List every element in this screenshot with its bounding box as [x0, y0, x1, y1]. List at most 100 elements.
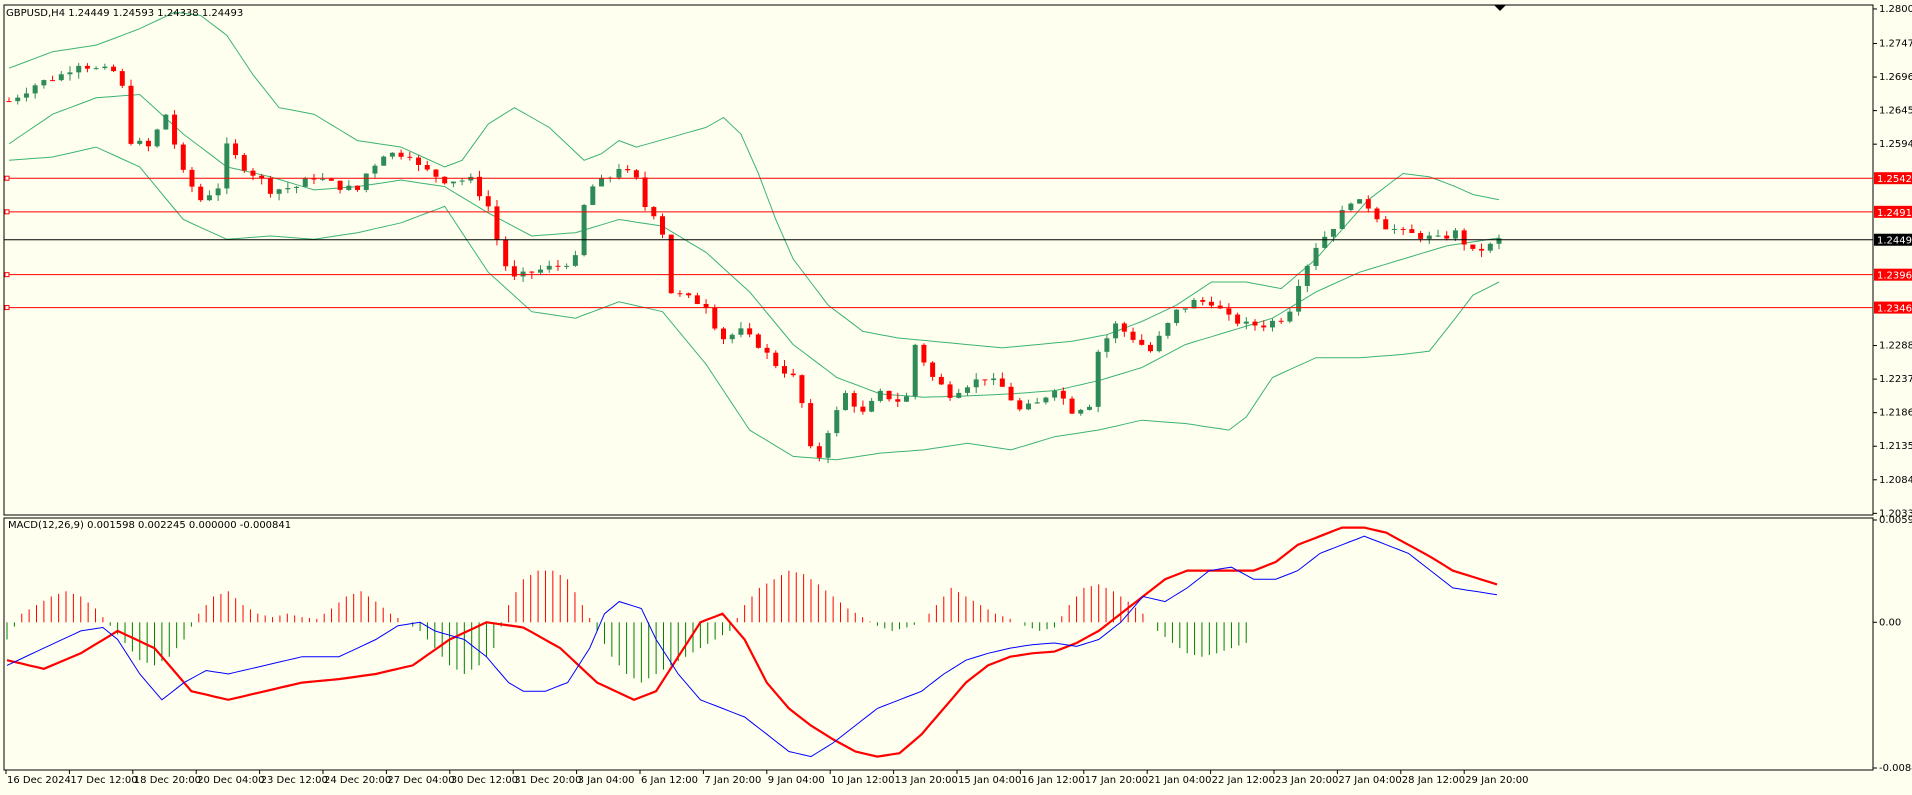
price-tick-label: 1.26455: [1879, 106, 1912, 117]
candle-body: [564, 265, 570, 267]
candle-body: [363, 173, 369, 190]
candle-body: [834, 410, 840, 434]
candle-body: [67, 72, 73, 75]
bollinger-bands: [8, 11, 1500, 461]
candle-body: [999, 378, 1005, 387]
candle-body: [285, 188, 291, 190]
candle-body: [633, 170, 639, 178]
candle-body: [1086, 406, 1092, 410]
candle-body: [816, 446, 822, 458]
candle-body: [311, 178, 317, 180]
candle-body: [1121, 323, 1127, 332]
level-label-bg: [1874, 268, 1912, 281]
candle-body: [1017, 400, 1023, 410]
candle-body: [1243, 321, 1249, 324]
bollinger-upper-line: [8, 11, 1500, 349]
time-tick-label: 9 Jan 04:00: [768, 775, 825, 786]
candle-body: [660, 216, 666, 235]
candle-body: [424, 164, 430, 170]
candle-body: [1348, 203, 1354, 211]
main-pane: [3, 4, 1874, 771]
candle-body: [320, 178, 326, 180]
candle-body: [32, 85, 38, 94]
candle-body: [1261, 325, 1267, 328]
candle-body: [1008, 386, 1014, 401]
time-tick-label: 28 Jan 12:00: [1402, 775, 1465, 786]
candle-body: [1470, 244, 1476, 249]
candle-body: [50, 80, 56, 82]
candle-body: [1269, 320, 1275, 328]
candle-body: [546, 265, 552, 270]
candle-body: [964, 387, 970, 393]
candle-body: [433, 169, 439, 177]
time-tick-label: 15 Jan 04:00: [958, 775, 1021, 786]
symbol-header: GBPUSD,H4 1.24449 1.24593 1.24338 1.2449…: [6, 8, 243, 19]
candle-body: [58, 74, 64, 81]
time-tick-label: 23 Dec 12:00: [261, 775, 328, 786]
candle-body: [694, 295, 700, 304]
price-tick-label: 1.27475: [1879, 38, 1912, 49]
candle-body: [198, 186, 204, 201]
candle-body: [381, 156, 387, 166]
candle-body: [1278, 320, 1284, 322]
candle-body: [842, 393, 848, 411]
candle-body: [860, 406, 866, 412]
time-tick-label: 16 Jan 12:00: [1021, 775, 1084, 786]
candle-body: [712, 308, 718, 329]
time-tick-label: 17 Jan 20:00: [1085, 775, 1148, 786]
time-tick-label: 29 Jan 20:00: [1465, 775, 1528, 786]
candle-body: [1426, 235, 1432, 239]
time-tick-label: 31 Dec 20:00: [514, 775, 581, 786]
candle-body: [1217, 305, 1223, 309]
candle-body: [372, 165, 378, 174]
candle-body: [407, 156, 413, 158]
candle-body: [1208, 301, 1214, 306]
candle-body: [1391, 228, 1397, 230]
candle-body: [1069, 398, 1075, 414]
time-tick-label: 22 Jan 12:00: [1212, 775, 1275, 786]
candle-body: [808, 403, 814, 447]
candle-body: [145, 140, 151, 147]
candle-body: [938, 376, 944, 385]
price-tick-label: 1.26965: [1879, 72, 1912, 83]
candle-body: [668, 234, 674, 294]
candle-body: [869, 400, 875, 412]
candle-body: [1435, 235, 1441, 237]
price-tick-label: 1.22885: [1879, 341, 1912, 352]
candle-body: [494, 206, 500, 240]
time-tick-label: 27 Jan 04:00: [1338, 775, 1401, 786]
candle-body: [1365, 199, 1371, 209]
candle-body: [877, 390, 883, 401]
candle-body: [137, 140, 143, 144]
candle-body: [1418, 233, 1424, 239]
candle-body: [738, 328, 744, 335]
candle-body: [1357, 199, 1363, 204]
candle-body: [1339, 210, 1345, 230]
price-axis: 1.28000 1.27475 1.26965 1.26455 1.25945 1.228…: [1873, 4, 1912, 519]
macd-pane: 0.005940 0.00 -0.008460: [6, 515, 1912, 774]
candle-body: [1452, 230, 1458, 239]
candle-body: [686, 293, 692, 296]
candle-body: [84, 65, 90, 69]
candle-body: [224, 143, 230, 189]
candle-body: [503, 239, 509, 267]
candle-body: [328, 178, 334, 181]
time-tick-label: 18 Dec 20:00: [134, 775, 201, 786]
candle-body: [1104, 338, 1110, 352]
level-handle: [4, 305, 10, 311]
macd-signal-line: [6, 526, 1498, 758]
candle-body: [825, 433, 831, 458]
candle-body: [111, 66, 117, 72]
candle-body: [1043, 397, 1049, 403]
candle-body: [355, 185, 361, 190]
candle-body: [337, 180, 343, 190]
macd-tick-label: -0.008460: [1879, 763, 1912, 774]
candle-body: [956, 392, 962, 398]
bollinger-middle-line: [8, 93, 1500, 398]
candle-body: [23, 93, 29, 98]
candle-body: [1226, 308, 1232, 315]
candle-body: [442, 176, 448, 184]
candle-body: [625, 168, 631, 171]
